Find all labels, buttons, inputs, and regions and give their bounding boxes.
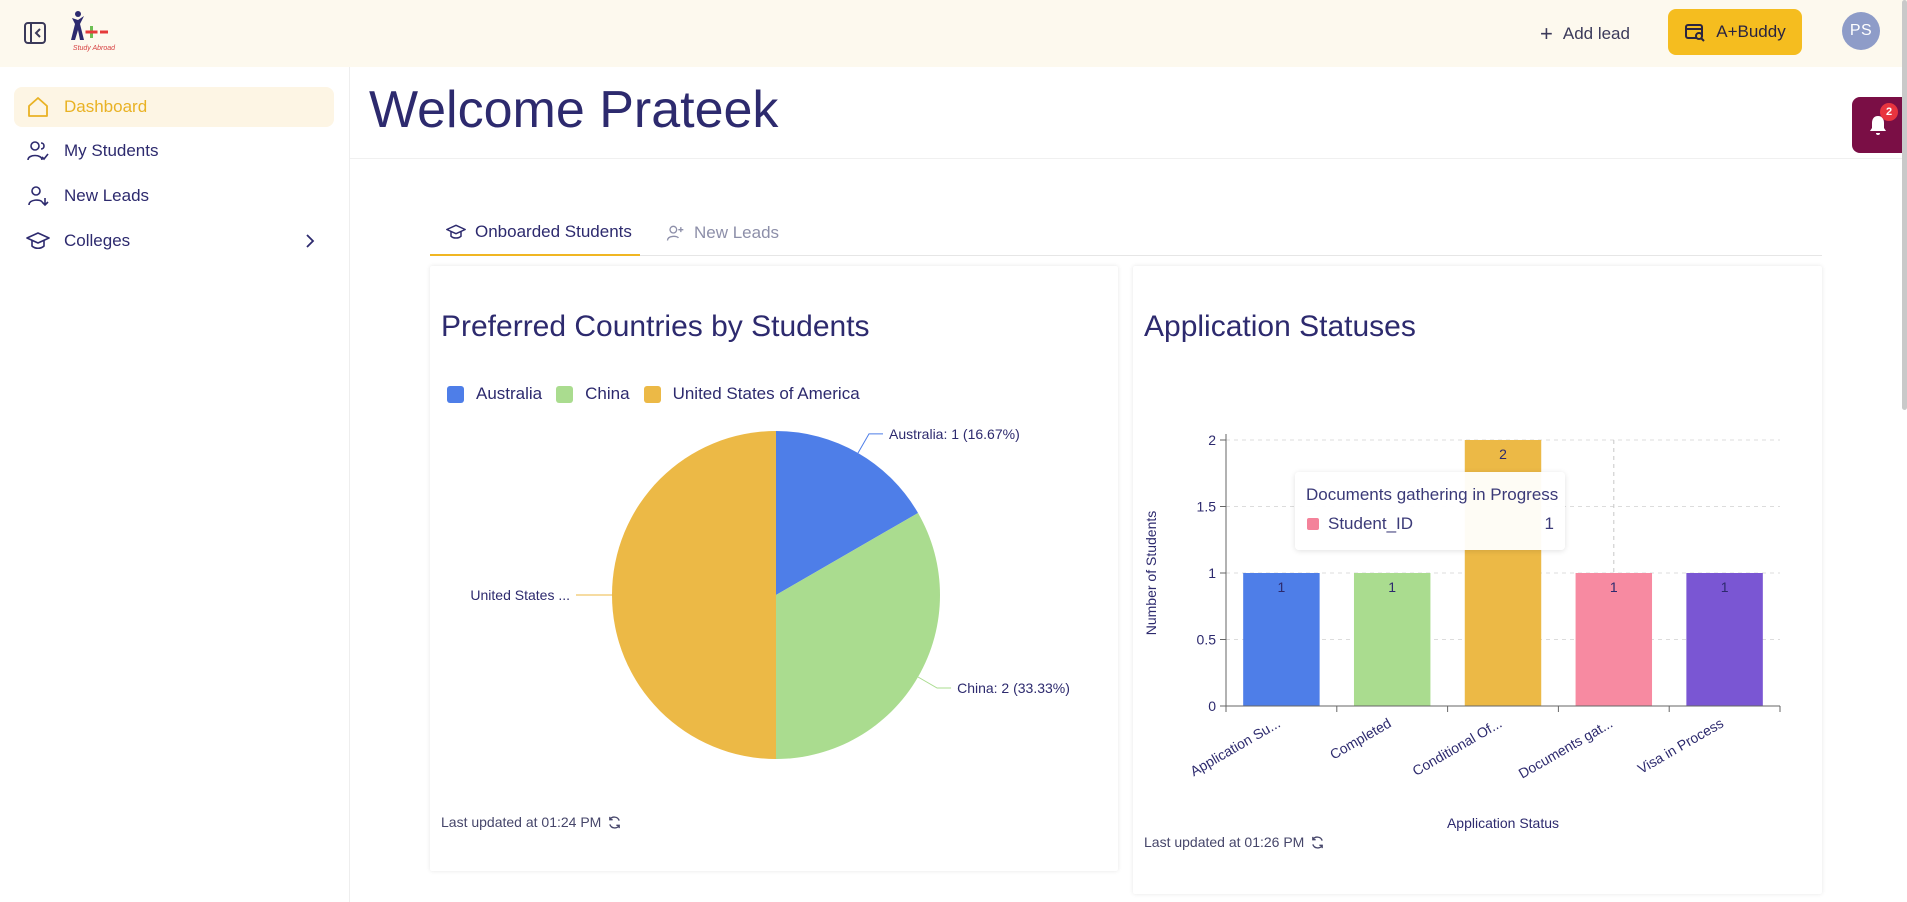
pie-last-updated: Last updated at 01:24 PM bbox=[441, 814, 622, 830]
bar-y-tick-label: 1.5 bbox=[1197, 499, 1217, 515]
bar-3[interactable] bbox=[1575, 573, 1653, 706]
bar-y-axis-title: Number of Students bbox=[1143, 511, 1159, 636]
pie-chart-title: Preferred Countries by Students bbox=[441, 310, 870, 343]
last-updated-text: Last updated at 01:26 PM bbox=[1144, 834, 1305, 850]
a-buddy-label: A+Buddy bbox=[1716, 22, 1786, 41]
tooltip-series: Student_ID bbox=[1328, 514, 1414, 533]
bar-category-label-1: Completed bbox=[1327, 715, 1394, 763]
tooltip-title: Documents gathering in Progress bbox=[1306, 485, 1559, 504]
a-buddy-button[interactable]: A+Buddy bbox=[1668, 9, 1802, 55]
bar-value-label-4: 1 bbox=[1721, 579, 1729, 595]
sidebar-item-dashboard[interactable]: Dashboard bbox=[14, 87, 334, 127]
bar-value-label-3: 1 bbox=[1610, 579, 1618, 595]
tab-label: New Leads bbox=[694, 223, 780, 242]
tab-new-leads[interactable]: New Leads bbox=[665, 210, 779, 256]
bar-category-label-2: Conditional Of... bbox=[1410, 715, 1505, 779]
legend-swatch bbox=[447, 385, 464, 403]
application-statuses-card: Application Statuses 0 0.5 1 1.5 2 1 1 2 1 1 Appli… bbox=[1133, 266, 1822, 894]
top-bar: Study Abroad + Add lead A+Buddy PS bbox=[0, 0, 1907, 67]
preferred-countries-card: Preferred Countries by Students Australi… bbox=[430, 266, 1118, 871]
legend-item-australia[interactable]: Australia bbox=[447, 384, 542, 404]
sidebar-item-my-students[interactable]: My Students bbox=[14, 131, 334, 171]
pie-data-label-0: Australia: 1 (16.67%) bbox=[889, 426, 1020, 442]
bar-chart-title: Application Statuses bbox=[1144, 310, 1416, 343]
pie-slice-1[interactable] bbox=[776, 513, 940, 759]
legend-label: China bbox=[585, 384, 630, 403]
notification-bell-button[interactable]: 2 bbox=[1852, 97, 1907, 153]
add-lead-label: Add lead bbox=[1562, 24, 1630, 43]
bar-1[interactable] bbox=[1353, 573, 1431, 706]
dashboard-tabs: Onboarded Students New Leads bbox=[430, 210, 1822, 256]
plus-icon: + bbox=[1540, 21, 1553, 46]
bar-category-label-3: Documents gat... bbox=[1516, 715, 1616, 782]
bar-y-tick-label: 0 bbox=[1208, 698, 1216, 714]
graduation-cap-icon bbox=[446, 224, 466, 239]
bar-y-tick-label: 0.5 bbox=[1197, 632, 1217, 648]
bar-last-updated: Last updated at 01:26 PM bbox=[1144, 834, 1325, 850]
tab-onboarded-students[interactable]: Onboarded Students bbox=[430, 210, 640, 256]
bar-value-label-0: 1 bbox=[1278, 579, 1286, 595]
user-add-icon bbox=[28, 186, 49, 207]
user-add-icon bbox=[666, 225, 684, 241]
bar-y-tick-label: 1 bbox=[1208, 565, 1216, 581]
pie-slice-2[interactable] bbox=[612, 431, 776, 759]
legend-item-usa[interactable]: United States of America bbox=[643, 384, 860, 404]
pie-data-label-1: China: 2 (33.33%) bbox=[957, 680, 1070, 696]
refresh-icon[interactable] bbox=[1310, 835, 1325, 850]
bar-x-axis-title: Application Status bbox=[1447, 815, 1559, 831]
bar-0[interactable] bbox=[1243, 573, 1320, 706]
legend-label: Australia bbox=[476, 384, 543, 403]
students-icon bbox=[27, 141, 49, 161]
legend-swatch bbox=[643, 385, 661, 403]
tab-label: Onboarded Students bbox=[475, 222, 632, 241]
bar-value-label-1: 1 bbox=[1388, 579, 1396, 595]
sidebar-item-label: New Leads bbox=[64, 186, 150, 205]
buddy-search-icon bbox=[1685, 24, 1705, 42]
pie-data-label-2: United States ... bbox=[470, 587, 570, 603]
last-updated-text: Last updated at 01:24 PM bbox=[441, 814, 602, 830]
sidebar: Dashboard My Students New Leads Colleges bbox=[0, 67, 350, 902]
user-avatar[interactable]: PS bbox=[1842, 12, 1880, 50]
sidebar-item-new-leads[interactable]: New Leads bbox=[14, 176, 334, 216]
bar-category-label-0: Application Su... bbox=[1187, 715, 1283, 779]
chart-tooltip: Documents gathering in Progress Student_… bbox=[1295, 472, 1565, 550]
logo-text: Study Abroad bbox=[73, 45, 116, 52]
bar-value-label-2: 2 bbox=[1499, 446, 1507, 462]
add-lead-button[interactable]: + Add lead bbox=[1540, 18, 1630, 50]
bar-4[interactable] bbox=[1686, 573, 1763, 706]
notification-count-badge: 2 bbox=[1880, 103, 1898, 121]
sidebar-item-colleges[interactable]: Colleges bbox=[14, 221, 334, 261]
legend-item-china[interactable]: China bbox=[556, 384, 630, 404]
legend-swatch bbox=[556, 385, 574, 403]
refresh-icon[interactable] bbox=[607, 815, 622, 830]
bell-icon bbox=[1870, 116, 1886, 135]
pie-legend: Australia China United States of America bbox=[447, 384, 874, 404]
pie-leader-line-0 bbox=[857, 433, 883, 454]
bar-category-label-4: Visa in Process bbox=[1635, 715, 1726, 777]
bar-chart: 0 0.5 1 1.5 2 1 1 2 1 1 Application Su... Completed… bbox=[1143, 432, 1781, 831]
header-divider bbox=[350, 158, 1907, 159]
sidebar-collapse-icon[interactable] bbox=[22, 20, 48, 46]
bar-y-tick-label: 2 bbox=[1208, 432, 1216, 448]
graduation-cap-icon bbox=[26, 232, 50, 250]
page-scrollbar[interactable] bbox=[1902, 0, 1907, 410]
pie-leader-line-1 bbox=[917, 676, 952, 689]
pie-slice-0[interactable] bbox=[776, 431, 919, 595]
legend-label: United States of America bbox=[672, 384, 860, 403]
home-icon bbox=[28, 97, 48, 117]
tooltip-value: 1 bbox=[1544, 514, 1554, 533]
sidebar-item-label: My Students bbox=[64, 141, 159, 160]
sidebar-item-label: Dashboard bbox=[64, 97, 148, 116]
pie-chart: Australia: 1 (16.67%) China: 2 (33.33%) Un… bbox=[470, 426, 1070, 759]
tooltip-swatch bbox=[1307, 518, 1319, 530]
brand-logo[interactable]: Study Abroad bbox=[68, 10, 120, 52]
chevron-right-icon bbox=[306, 234, 315, 248]
page-title: Welcome Prateek bbox=[369, 81, 779, 139]
sidebar-item-label: Colleges bbox=[64, 231, 131, 250]
